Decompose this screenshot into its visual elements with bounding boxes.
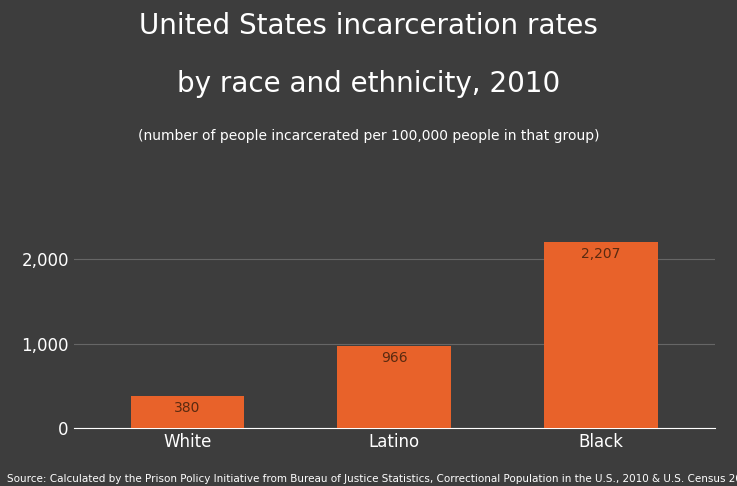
Text: United States incarceration rates: United States incarceration rates <box>139 12 598 40</box>
Text: 380: 380 <box>174 401 200 415</box>
Text: 966: 966 <box>381 351 408 365</box>
Text: (number of people incarcerated per 100,000 people in that group): (number of people incarcerated per 100,0… <box>138 129 599 143</box>
Bar <box>338 347 451 428</box>
Text: 2,207: 2,207 <box>581 247 621 261</box>
Bar <box>130 396 245 428</box>
Text: Source: Calculated by the Prison Policy Initiative from Bureau of Justice Statis: Source: Calculated by the Prison Policy … <box>7 473 737 484</box>
Bar <box>544 242 658 428</box>
Text: by race and ethnicity, 2010: by race and ethnicity, 2010 <box>177 70 560 99</box>
